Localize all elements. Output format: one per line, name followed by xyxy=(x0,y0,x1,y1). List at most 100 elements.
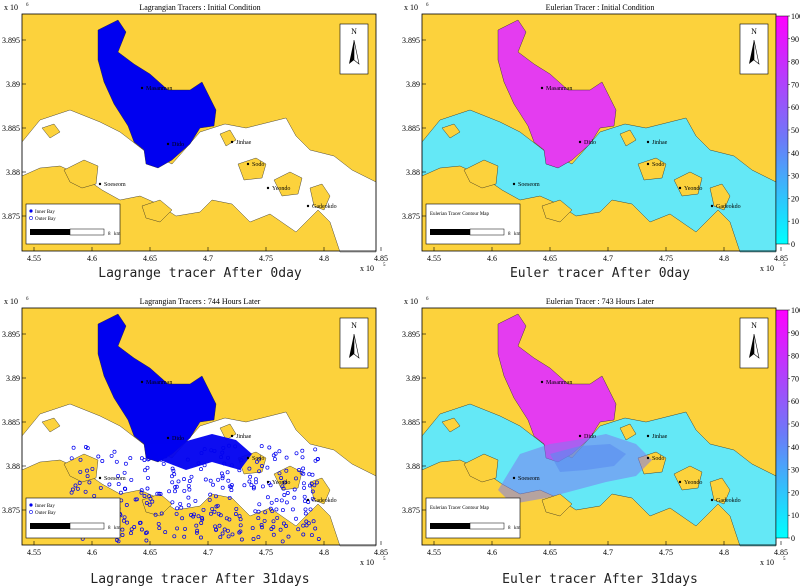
outer-bay-particle xyxy=(173,485,178,490)
y-tick-label: 3.89 xyxy=(406,80,420,89)
outer-bay-particle xyxy=(282,493,287,497)
outer-bay-particle xyxy=(186,483,191,488)
outer-bay-particle xyxy=(182,534,187,539)
y-tick-label: 3.89 xyxy=(406,374,420,383)
x-tick-label: 4.75 xyxy=(259,548,273,557)
outer-bay-particle xyxy=(294,451,299,456)
place-label-masanman: Masanman xyxy=(146,86,172,92)
outer-bay-particle xyxy=(208,492,213,497)
outer-bay-particle xyxy=(222,461,227,466)
outer-bay-particle xyxy=(114,459,119,464)
legend-inner-marker xyxy=(29,503,33,507)
place-label-dido: Dido xyxy=(584,434,596,440)
outer-bay-particle xyxy=(302,494,307,499)
outer-bay-particle xyxy=(220,474,225,479)
outer-bay-particle xyxy=(176,479,181,484)
outer-bay-particle xyxy=(254,459,259,464)
outer-bay-particle xyxy=(143,468,147,473)
outer-bay-particle xyxy=(301,532,306,537)
y-exponent: x 10 xyxy=(404,297,418,306)
place-marker xyxy=(710,498,714,502)
x-tick-label: 4.85 xyxy=(374,548,388,557)
outer-bay-particle xyxy=(284,524,288,528)
outer-bay-particle xyxy=(139,490,144,495)
outer-bay-particle xyxy=(247,466,252,471)
x-exponent: x 10 xyxy=(760,558,774,567)
outer-bay-particle xyxy=(313,526,318,531)
outer-bay-particle xyxy=(280,484,285,489)
colorbar-tick-label: 50 xyxy=(791,420,799,429)
y-exponent-power: 6 xyxy=(26,3,29,8)
x-tick-label: 4.55 xyxy=(427,548,441,557)
outer-bay-particle xyxy=(199,451,204,456)
place-marker xyxy=(140,86,144,90)
colorbar-tick-label: 0 xyxy=(791,240,795,249)
y-tick-label: 3.885 xyxy=(2,418,20,427)
outer-bay-particle xyxy=(144,530,149,535)
outer-bay-particle xyxy=(303,511,308,516)
place-marker xyxy=(246,162,250,166)
outer-bay-particle xyxy=(216,477,221,482)
colorbar-tick-label: 100 xyxy=(791,306,800,315)
island xyxy=(41,417,61,433)
outer-bay-particle xyxy=(107,482,112,487)
outer-bay-particle xyxy=(167,489,172,494)
outer-bay-particle xyxy=(77,481,82,485)
outer-bay-particle xyxy=(209,511,213,516)
place-marker xyxy=(678,480,682,484)
outer-bay-particle xyxy=(122,486,127,491)
outer-bay-particle xyxy=(142,494,147,498)
outer-bay-particle xyxy=(139,456,144,461)
outer-bay-particle xyxy=(309,481,314,486)
outer-bay-particle xyxy=(237,468,242,473)
outer-bay-particle xyxy=(239,537,244,542)
north-label: N xyxy=(751,321,757,330)
x-tick-label: 4.7 xyxy=(603,254,613,263)
outer-bay-particle xyxy=(159,511,164,516)
outer-bay-particle xyxy=(172,534,177,539)
place-marker xyxy=(230,434,234,438)
outer-bay-particle xyxy=(294,516,298,521)
outer-bay-particle xyxy=(226,478,231,483)
x-tick-label: 4.7 xyxy=(603,548,613,557)
map-lagrange-initial: Lagrangian Tracers : Initial Condition 4.… xyxy=(2,3,388,273)
outer-bay-particle xyxy=(280,539,285,544)
x-tick-label: 4.85 xyxy=(774,254,788,263)
outer-bay-particle xyxy=(96,454,101,459)
tracer-plume-core xyxy=(550,444,626,472)
outer-bay-particle xyxy=(179,505,184,510)
place-label-gadeokdo: Gadeokdo xyxy=(312,498,337,504)
inner-bay xyxy=(97,19,217,169)
outer-bay-particle xyxy=(233,512,238,516)
outer-bay-particle xyxy=(120,527,125,532)
outer-bay-particle xyxy=(203,477,208,482)
outer-bay-particle xyxy=(159,457,164,462)
outer-bay-particle xyxy=(304,523,309,528)
island xyxy=(441,417,461,433)
outer-bay-particle xyxy=(144,538,149,543)
outer-bay-particle xyxy=(277,471,282,476)
place-marker xyxy=(646,456,650,460)
outer-bay-particle xyxy=(279,498,284,503)
outer-bay-particle xyxy=(256,516,261,521)
y-exponent: x 10 xyxy=(4,3,18,12)
outer-bay-particle xyxy=(285,491,290,495)
outer-bay-particle xyxy=(300,455,305,460)
outer-bay-particle xyxy=(282,480,287,485)
island xyxy=(709,183,731,211)
outer-bay-particle xyxy=(262,518,267,523)
map-group: Eulerian Tracer : Initial Condition 4.55 4… xyxy=(402,3,800,273)
colorbar-tick-label: 20 xyxy=(791,488,799,497)
place-marker xyxy=(140,380,144,384)
colorbar-tick-label: 60 xyxy=(791,397,799,406)
outer-bay-particle xyxy=(218,513,223,518)
outer-bay-particle xyxy=(303,499,307,504)
legend-title: Eulerian Tracer Contour Map xyxy=(430,212,490,217)
outer-bay-particle xyxy=(161,461,166,466)
y-tick-label: 3.89 xyxy=(6,374,20,383)
colorbar-tick-label: 20 xyxy=(791,194,799,203)
legend-inner-label: Inner Bay xyxy=(35,210,55,215)
island xyxy=(237,157,267,181)
x-exponent-power: 5 xyxy=(783,557,786,562)
outer-bay-particle xyxy=(227,495,232,500)
